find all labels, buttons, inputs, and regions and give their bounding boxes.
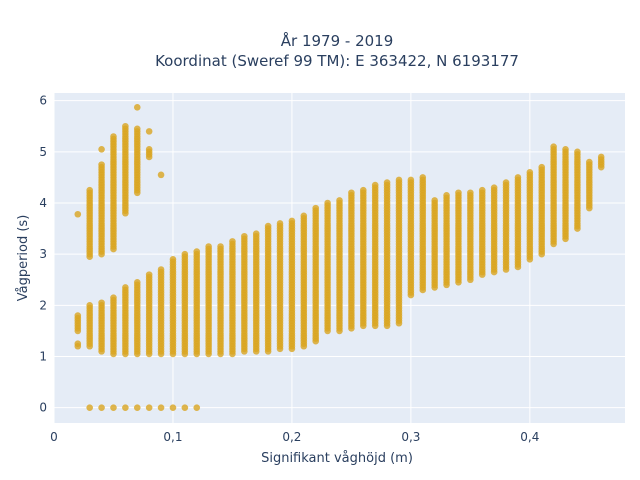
data-point [383, 179, 391, 186]
data-point [122, 404, 129, 411]
data-point [133, 125, 141, 133]
data-point [169, 404, 177, 411]
data-point [145, 128, 153, 135]
x-axis-ticks: 0 0,1 0,2 0,3 0,4 [50, 430, 539, 444]
y-tick-label: 6 [39, 94, 47, 108]
data-point [145, 145, 153, 153]
data-point [157, 266, 165, 273]
data-point [324, 199, 331, 207]
data-point [478, 186, 486, 194]
data-point [574, 148, 581, 156]
data-point [348, 189, 355, 197]
data-point [336, 197, 343, 204]
data-point [241, 232, 248, 240]
data-point [359, 186, 367, 194]
x-axis-title: Signifikant våghöjd (m) [261, 451, 413, 466]
data-point [371, 181, 379, 189]
data-point [407, 176, 415, 184]
chart-title-line-2: Koordinat (Sweref 99 TM): E 363422, N 61… [155, 52, 519, 70]
data-point [74, 340, 82, 347]
data-point [74, 312, 82, 319]
chart-title-line-1: År 1979 - 2019 [281, 31, 394, 50]
x-tick-label: 0,1 [163, 430, 182, 444]
data-point [145, 404, 153, 411]
y-axis-title: Vågperiod (s) [16, 215, 31, 302]
data-point [181, 404, 189, 411]
data-point [110, 294, 117, 301]
data-point [122, 122, 129, 130]
data-point [490, 184, 498, 191]
data-point [86, 404, 93, 411]
y-tick-label: 5 [39, 145, 47, 159]
data-point [98, 404, 105, 411]
data-point [252, 230, 260, 237]
data-point [181, 250, 189, 258]
data-point [514, 174, 522, 181]
data-point [133, 104, 141, 111]
y-tick-label: 4 [39, 196, 47, 210]
data-point [98, 145, 105, 153]
data-point [455, 189, 462, 197]
data-point [443, 192, 450, 199]
data-point [98, 161, 105, 168]
data-point [133, 404, 141, 411]
data-points [74, 104, 605, 411]
data-point [110, 133, 117, 140]
data-point [217, 243, 224, 250]
data-point [300, 212, 308, 220]
y-axis-ticks: 0 1 2 3 4 5 6 [39, 94, 47, 415]
data-point [74, 210, 82, 218]
data-point [550, 143, 557, 151]
data-point [110, 404, 117, 411]
x-tick-label: 0,4 [520, 430, 539, 444]
data-point [229, 238, 236, 245]
data-point [597, 153, 605, 161]
data-point [122, 284, 129, 291]
data-point [419, 174, 427, 181]
data-point [312, 204, 320, 212]
data-point [193, 404, 201, 411]
x-tick-label: 0,3 [401, 430, 420, 444]
y-tick-label: 3 [39, 247, 47, 261]
data-point [526, 169, 534, 176]
data-point [395, 176, 403, 184]
data-point [157, 171, 165, 179]
data-point [133, 279, 141, 286]
data-point [538, 163, 546, 171]
data-point [562, 145, 569, 153]
data-point [98, 299, 105, 307]
data-point [276, 220, 284, 227]
data-point [467, 189, 474, 197]
data-point [169, 255, 177, 263]
data-point [288, 217, 296, 225]
data-point [157, 404, 165, 411]
data-point [86, 186, 93, 194]
x-tick-label: 0 [50, 430, 58, 444]
data-point [431, 197, 438, 204]
data-point [193, 248, 201, 255]
y-tick-label: 2 [39, 298, 47, 312]
y-tick-label: 1 [39, 349, 47, 363]
data-point [86, 302, 93, 309]
data-point [205, 243, 212, 250]
x-tick-label: 0,2 [282, 430, 301, 444]
data-point [264, 222, 272, 230]
y-tick-label: 0 [39, 401, 47, 415]
data-point [502, 179, 510, 186]
data-point [145, 271, 153, 278]
data-point [586, 158, 593, 166]
